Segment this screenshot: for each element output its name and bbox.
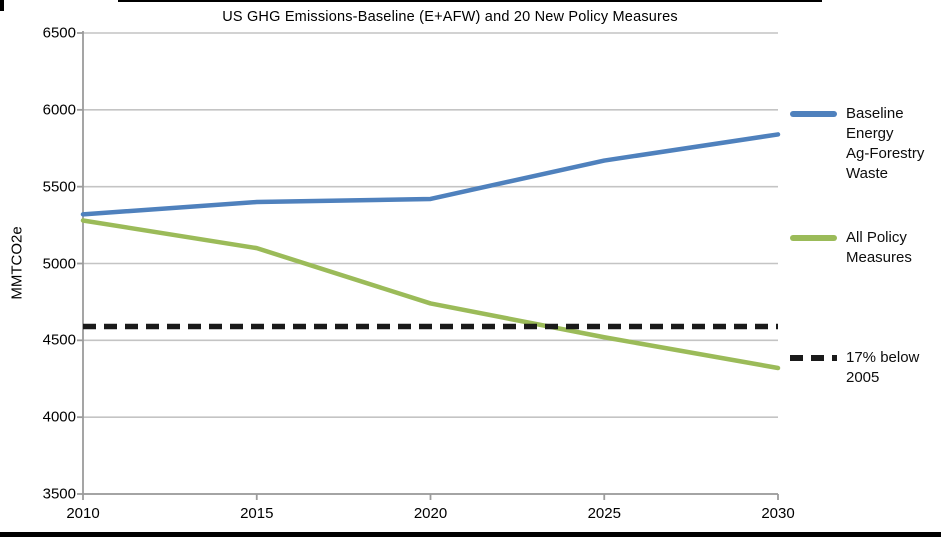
baseline-legend-label: Baseline Energy Ag-Forestry Waste (846, 105, 925, 182)
scan-artifact-top-line (118, 0, 822, 2)
x-tick-label: 2020 (413, 505, 448, 522)
target-legend-label: 17% below 2005 (846, 349, 920, 386)
y-tick-label: 5500 (42, 178, 76, 196)
y-axis-title: MMTCO2e (8, 226, 26, 300)
scan-artifact-top-left (0, 0, 4, 11)
legend-item-policy: All Policy Measures (790, 228, 940, 268)
legend-item-baseline: Baseline Energy Ag-Forestry Waste (790, 104, 940, 184)
y-tick-label: 3500 (42, 485, 76, 503)
x-tick-label: 2030 (761, 505, 795, 522)
chart-title: US GHG Emissions-Baseline (E+AFW) and 20… (222, 9, 678, 25)
baseline-series-line (80, 132, 781, 217)
policy-legend-label: All Policy Measures (846, 229, 912, 266)
y-tick-label: 5000 (42, 255, 76, 272)
legend-item-target: 17% below 2005 (790, 348, 940, 388)
y-tick-label: 6500 (42, 24, 76, 42)
x-tick-label: 2015 (240, 505, 274, 522)
policy-line-swatch (790, 235, 837, 241)
x-tick-label: 2010 (66, 505, 100, 522)
y-tick-label: 4500 (42, 331, 76, 349)
y-tick-label: 6000 (42, 101, 76, 119)
scan-artifact-bottom-bar (0, 532, 941, 537)
x-tick-label: 2025 (587, 505, 621, 522)
policy-series-line (80, 218, 781, 371)
y-tick-label: 4000 (42, 408, 76, 426)
target-dashed-swatch (790, 355, 837, 361)
baseline-line-swatch (790, 111, 837, 117)
